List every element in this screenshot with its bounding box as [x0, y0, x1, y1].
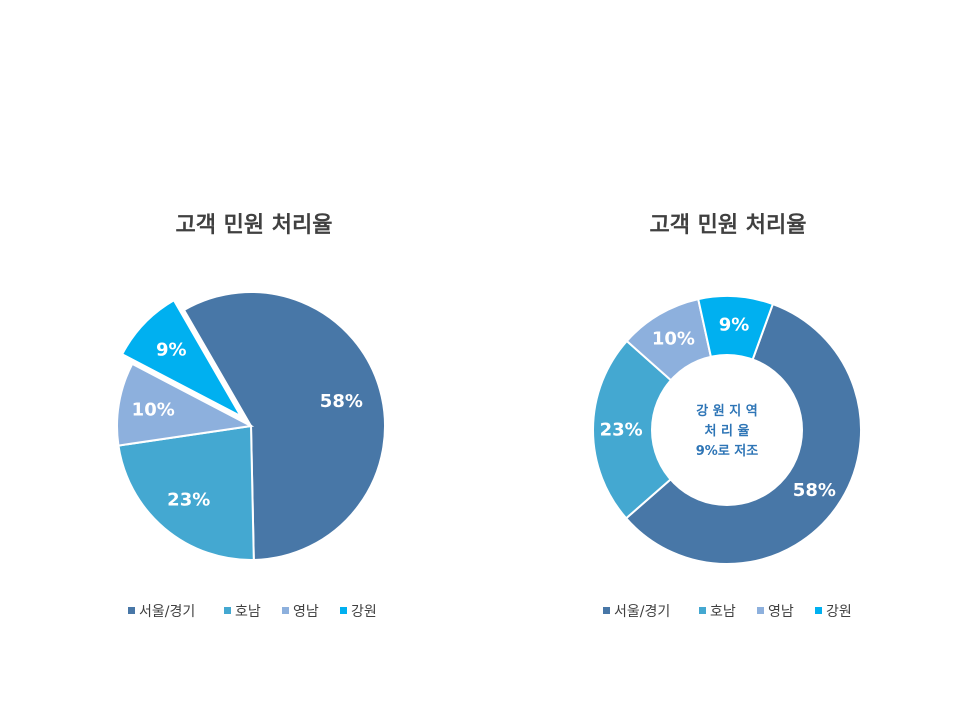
legend-label: 강원: [826, 604, 852, 620]
legend-item-강원: 강원: [815, 604, 852, 620]
legend-item-영남: 영남: [757, 604, 794, 620]
legend-swatch: [757, 607, 764, 614]
legend-label: 영남: [293, 604, 319, 620]
chart-title-left: 고객 민원 처리율: [176, 213, 333, 238]
data-label-서울-경기: 58%: [793, 480, 836, 501]
center-text-line-3: 9%로 저조: [696, 444, 759, 459]
data-label-서울-경기: 58%: [320, 391, 363, 412]
legend-swatch: [340, 607, 347, 614]
legend-label: 영남: [768, 604, 794, 620]
legend-item-강원: 강원: [340, 604, 377, 620]
slice-서울-경기: [182, 291, 386, 561]
center-text-line-2: 처 리 율: [705, 423, 750, 439]
legend-swatch: [128, 607, 135, 614]
legend-item-호남: 호남: [699, 604, 736, 620]
legend-swatch: [282, 607, 289, 614]
legend-label: 호남: [235, 604, 261, 620]
legend-right: 서울/경기 호남 영남 강원: [603, 604, 852, 620]
data-label-영남: 10%: [652, 329, 695, 350]
doughnut-labels-right: 58% 23% 10% 9%: [600, 314, 836, 500]
slice-강원: [120, 298, 244, 419]
chart-title-right: 고객 민원 처리율: [650, 213, 807, 238]
data-label-강원: 9%: [719, 314, 750, 335]
legend-item-서울-경기: 서울/경기: [128, 604, 195, 620]
legend-swatch: [815, 607, 822, 614]
legend-label: 서울/경기: [614, 604, 670, 620]
center-text-line-1: 강 원 지 역: [696, 403, 757, 419]
slice-영남: [116, 362, 255, 447]
legend-item-서울-경기: 서울/경기: [603, 604, 670, 620]
slice-호남: [117, 424, 255, 561]
data-label-강원: 9%: [156, 340, 187, 361]
legend-label: 서울/경기: [139, 604, 195, 620]
legend-swatch: [603, 607, 610, 614]
doughnut-hole: [651, 354, 803, 506]
pie-chart-left: 고객 민원 처리율 58% 23% 10% 9% 서울/경기 호남 영남 강원: [116, 213, 386, 620]
doughnut-chart-right: 고객 민원 처리율 58% 23% 10% 9% 강 원 지 역 처 리 율 9%로 …: [592, 213, 862, 620]
data-label-호남: 23%: [600, 420, 643, 441]
data-label-영남: 10%: [132, 399, 175, 420]
legend-item-호남: 호남: [224, 604, 261, 620]
legend-left: 서울/경기 호남 영남 강원: [128, 604, 377, 620]
legend-label: 강원: [351, 604, 377, 620]
legend-swatch: [224, 607, 231, 614]
legend-item-영남: 영남: [282, 604, 319, 620]
data-label-호남: 23%: [167, 490, 210, 511]
legend-label: 호남: [710, 604, 736, 620]
pie-slices-left: [116, 291, 386, 561]
legend-swatch: [699, 607, 706, 614]
pie-labels-left: 58% 23% 10% 9%: [132, 340, 363, 511]
